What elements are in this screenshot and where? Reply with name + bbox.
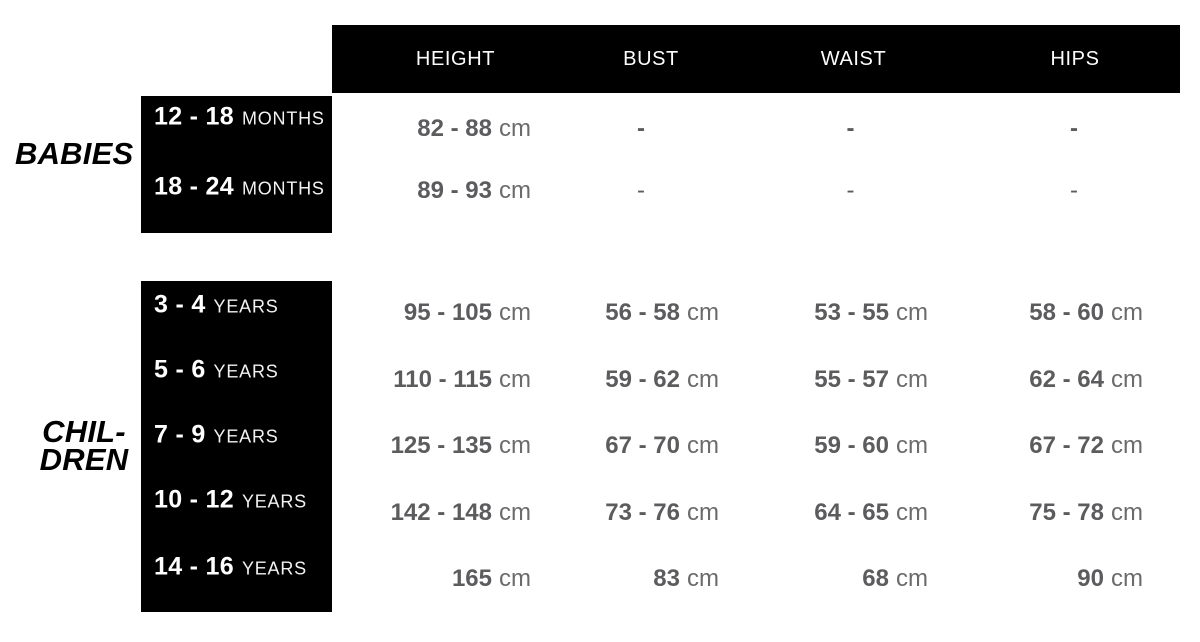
age-row-18-24-months: 18 - 24 MONTHS (154, 173, 332, 202)
age-unit: YEARS (241, 558, 307, 579)
bust-cell: 56 - 58 cm (605, 299, 719, 326)
waist-cell: 55 - 57 cm (814, 366, 928, 393)
age-range: 14 - 16 (154, 552, 234, 581)
measurement-row-3-4-years: 95 - 105 cm 56 - 58 cm 53 - 55 cm 58 - 60 cm (332, 299, 1180, 327)
bust-cell: - (637, 177, 645, 204)
age-unit: YEARS (213, 296, 279, 317)
bust-cell: 83 cm (653, 565, 719, 592)
age-row-12-18-months: 12 - 18 MONTHS (154, 103, 332, 132)
column-header-hips: HIPS (1050, 47, 1100, 70)
hips-cell: - (1070, 115, 1078, 142)
age-range: 5 - 6 (154, 355, 206, 384)
babies-age-block: 12 - 18 MONTHS 18 - 24 MONTHS (141, 96, 332, 233)
bust-cell: 73 - 76 cm (605, 499, 719, 526)
age-row-3-4-years: 3 - 4 YEARS (154, 291, 332, 320)
hips-cell: 67 - 72 cm (1029, 432, 1143, 459)
waist-cell: - (846, 177, 855, 204)
group-label-babies: BABIES (15, 136, 134, 171)
measurement-row-5-6-years: 110 - 115 cm 59 - 62 cm 55 - 57 cm 62 - 64 c… (332, 366, 1180, 394)
bust-cell: 59 - 62 cm (605, 366, 719, 393)
age-range: 12 - 18 (154, 102, 234, 131)
age-row-14-16-years: 14 - 16 YEARS (154, 553, 332, 582)
height-cell: 82 - 88 cm (417, 115, 531, 142)
measurement-row-10-12-years: 142 - 148 cm 73 - 76 cm 64 - 65 cm 75 - 78 c… (332, 499, 1180, 527)
measurement-row-18-24-months: 89 - 93 cm - - - (332, 177, 1180, 205)
measurement-row-7-9-years: 125 - 135 cm 67 - 70 cm 59 - 60 cm 67 - 72 c… (332, 432, 1180, 460)
waist-cell: 68 cm (862, 565, 928, 592)
hips-cell: 62 - 64 cm (1029, 366, 1143, 393)
height-cell: 125 - 135 cm (390, 432, 531, 459)
age-unit: YEARS (213, 426, 279, 447)
waist-cell: 53 - 55 cm (814, 299, 928, 326)
height-cell: 142 - 148 cm (390, 499, 531, 526)
age-unit: YEARS (213, 361, 279, 382)
waist-cell: 59 - 60 cm (814, 432, 928, 459)
hips-cell: - (1070, 177, 1078, 204)
group-label-children: CHIL- DREN (39, 414, 129, 477)
age-unit: MONTHS (241, 108, 325, 129)
hips-cell: 75 - 78 cm (1029, 499, 1143, 526)
height-cell: 165 cm (451, 565, 531, 592)
age-range: 10 - 12 (154, 485, 234, 514)
age-row-10-12-years: 10 - 12 YEARS (154, 486, 332, 515)
age-range: 3 - 4 (154, 290, 206, 319)
column-header-bust: BUST (623, 47, 679, 70)
measurement-row-14-16-years: 165 cm 83 cm 68 cm 90 cm (332, 565, 1180, 593)
hips-cell: 90 cm (1077, 565, 1143, 592)
age-unit: MONTHS (241, 178, 325, 199)
waist-cell: 64 - 65 cm (814, 499, 928, 526)
column-header-height: HEIGHT (415, 47, 496, 70)
hips-cell: 58 - 60 cm (1029, 299, 1143, 326)
bust-cell: - (637, 115, 645, 142)
age-range: 18 - 24 (154, 172, 234, 201)
waist-cell: - (846, 115, 855, 142)
height-cell: 95 - 105 cm (403, 299, 531, 326)
age-row-5-6-years: 5 - 6 YEARS (154, 356, 332, 385)
column-header-waist: WAIST (820, 47, 887, 70)
age-row-7-9-years: 7 - 9 YEARS (154, 421, 332, 450)
children-age-block: 3 - 4 YEARS 5 - 6 YEARS 7 - 9 YEARS 10 - 12… (141, 281, 332, 612)
bust-cell: 67 - 70 cm (605, 432, 719, 459)
measurement-row-12-18-months: 82 - 88 cm - - - (332, 115, 1180, 143)
column-header-bar: HEIGHT BUST WAIST HIPS (332, 25, 1180, 93)
age-unit: YEARS (241, 491, 307, 512)
height-cell: 89 - 93 cm (417, 177, 531, 204)
height-cell: 110 - 115 cm (393, 366, 531, 393)
age-range: 7 - 9 (154, 420, 206, 449)
